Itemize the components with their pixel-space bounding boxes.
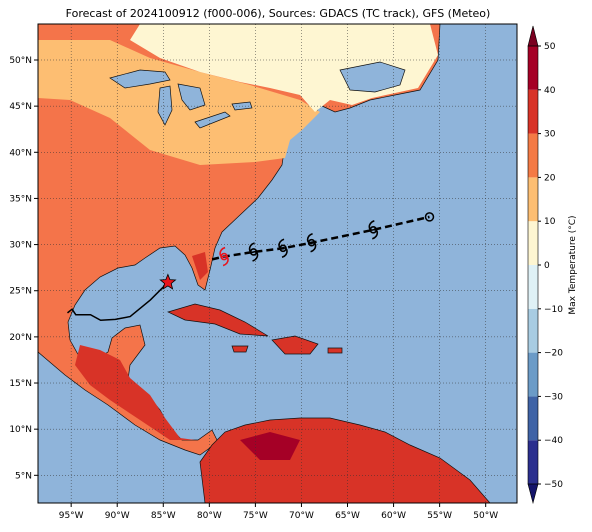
y-tick-label: 45°N xyxy=(9,102,32,112)
lake-superior xyxy=(109,69,171,89)
hispaniola xyxy=(271,335,319,355)
colorbar-band xyxy=(528,440,538,484)
colorbar-tick-label: 50 xyxy=(544,42,556,52)
grid xyxy=(38,24,517,503)
map-area xyxy=(38,24,517,503)
colorbar-tick-label: 30 xyxy=(544,130,556,140)
map-title: Forecast of 2024100912 (f000-006), Sourc… xyxy=(66,7,491,20)
colorbar-tick-label: 20 xyxy=(544,173,556,183)
colorbar-band xyxy=(528,133,538,178)
colorbar-band xyxy=(528,396,538,441)
past-track xyxy=(67,281,169,322)
y-tick-label: 15°N xyxy=(9,379,32,389)
y-tick-label: 40°N xyxy=(9,148,32,158)
jamaica xyxy=(231,345,249,353)
y-tick-label: 25°N xyxy=(9,287,32,297)
x-tick-label: 85°W xyxy=(151,511,176,521)
x-tick-label: 55°W xyxy=(427,511,452,521)
warm-band xyxy=(38,40,320,165)
x-tick-label: 60°W xyxy=(381,511,406,521)
y-tick-label: 20°N xyxy=(9,333,32,343)
storm-symbol xyxy=(248,242,259,262)
lake-erie xyxy=(194,111,231,129)
lake-michigan xyxy=(157,85,173,126)
colorbar-band xyxy=(528,221,538,265)
colorbar-band xyxy=(528,46,538,90)
storm-symbol xyxy=(306,232,317,253)
x-tick-label: 90°W xyxy=(105,511,130,521)
x-tick-label: 80°W xyxy=(197,511,222,521)
map-frame xyxy=(37,23,518,504)
gulf-st-lawrence xyxy=(339,61,406,93)
colorbar-over xyxy=(527,25,539,47)
colorbar-band xyxy=(528,265,538,309)
forecast-end xyxy=(424,212,435,222)
tracks xyxy=(67,212,435,322)
x-tick-label: 95°W xyxy=(59,511,84,521)
colorbar-tick-label: 40 xyxy=(544,86,556,96)
y-tick-label: 35°N xyxy=(9,194,32,204)
storm-symbol xyxy=(278,238,288,259)
colorbar-tick-label: −30 xyxy=(544,392,563,402)
x-tick-label: 65°W xyxy=(335,511,360,521)
colorbar-tick-label: 10 xyxy=(544,217,556,227)
colorbar: −50 −40 −30 −20 −10 0 10 20 30 40 50 xyxy=(527,25,563,505)
y-tick-label: 5°N xyxy=(15,471,32,481)
hotter-south-america xyxy=(240,432,300,460)
current-position xyxy=(159,273,177,290)
colorbar-tick-label: −20 xyxy=(544,349,563,359)
florida-hot xyxy=(192,252,208,280)
colorbar-tick-label: 0 xyxy=(544,261,550,271)
colorbar-label: Max Temperature (°C) xyxy=(568,215,578,314)
colorbar-band xyxy=(528,177,538,222)
storm-symbol xyxy=(219,246,229,267)
x-tick-label: 75°W xyxy=(243,511,268,521)
y-tick-label: 30°N xyxy=(9,241,32,251)
colorbar-band xyxy=(528,89,538,134)
colorbar-band xyxy=(528,352,538,397)
lake-huron xyxy=(177,83,206,111)
x-tick-label: 50°W xyxy=(473,511,498,521)
colorbar-band xyxy=(528,308,538,353)
colorbar-tick-label: −50 xyxy=(544,480,563,490)
y-tick-label: 50°N xyxy=(9,56,32,66)
storm-symbol xyxy=(368,220,379,240)
colorbar-under xyxy=(527,483,539,505)
y-tick-label: 10°N xyxy=(9,425,32,435)
hot-central-america xyxy=(75,345,195,440)
cuba xyxy=(167,303,269,337)
colorbar-tick-label: −10 xyxy=(544,305,563,315)
x-tick-label: 70°W xyxy=(289,511,314,521)
puerto-rico xyxy=(327,347,343,354)
colorbar-tick-label: −40 xyxy=(544,436,563,446)
